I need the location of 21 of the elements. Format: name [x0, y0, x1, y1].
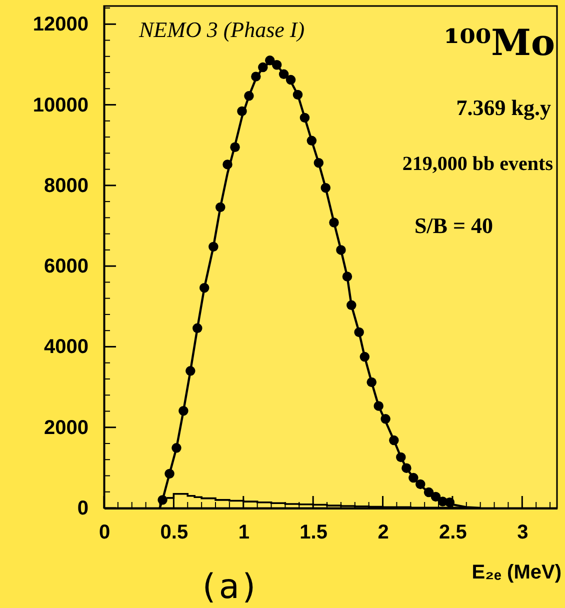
- y-tick-label: 6000: [44, 256, 88, 278]
- y-tick-label: 8000: [44, 174, 88, 197]
- text: (a): [198, 567, 260, 607]
- x-tick-label: 3: [517, 522, 528, 544]
- annotation: ¹⁰⁰Mo: [444, 22, 555, 64]
- x-tick-label: 1.5: [300, 522, 328, 544]
- x-axis-title: E₂ₑ (MeV): [472, 562, 562, 584]
- y-tick-label: 2000: [44, 416, 88, 439]
- y-tick-label: 0: [77, 498, 88, 520]
- annotation: S/B = 40: [414, 213, 493, 238]
- x-tick-label: 0.5: [160, 522, 188, 544]
- y-tick-label: 4000: [44, 336, 88, 358]
- x-tick-label: 2: [378, 522, 389, 544]
- x-tick-label: 0: [98, 522, 110, 544]
- x-tick-label: 2.5: [439, 522, 467, 544]
- x-tick-label: 1: [238, 522, 250, 544]
- annotation: 219,000 bb events: [402, 153, 554, 175]
- y-tick-label: 10000: [32, 94, 88, 116]
- annotation: 7.369 kg.y: [456, 95, 551, 120]
- annotation: NEMO 3 (Phase I): [138, 17, 305, 42]
- y-tick-label: 12000: [32, 14, 88, 36]
